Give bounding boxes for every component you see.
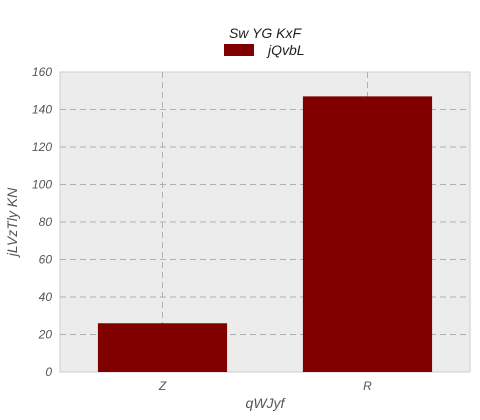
x-tick-label: Z	[158, 379, 167, 393]
y-tick-label: 40	[39, 290, 53, 304]
x-tick-label: R	[363, 379, 372, 393]
y-axis-ticks: 0 20 40 60 80 100 120 140 160	[32, 65, 52, 379]
y-tick-label: 60	[39, 253, 53, 267]
y-tick-label: 120	[32, 140, 52, 154]
bar-r	[302, 96, 433, 372]
y-tick-label: 100	[32, 178, 52, 192]
x-axis-label: qWJyf	[246, 395, 287, 411]
bars	[97, 96, 433, 372]
legend-label: jQvbL	[266, 42, 305, 58]
y-tick-label: 80	[39, 215, 53, 229]
bar-z	[97, 323, 228, 372]
y-tick-label: 0	[45, 365, 52, 379]
y-tick-label: 20	[38, 328, 53, 342]
legend-swatch	[224, 44, 254, 56]
y-tick-label: 160	[32, 65, 52, 79]
y-tick-label: 140	[32, 103, 52, 117]
legend-title: Sw YG KxF	[229, 25, 303, 41]
y-axis-label: jLVzTly KN	[4, 187, 20, 258]
legend: Sw YG KxF jQvbL	[224, 25, 305, 58]
